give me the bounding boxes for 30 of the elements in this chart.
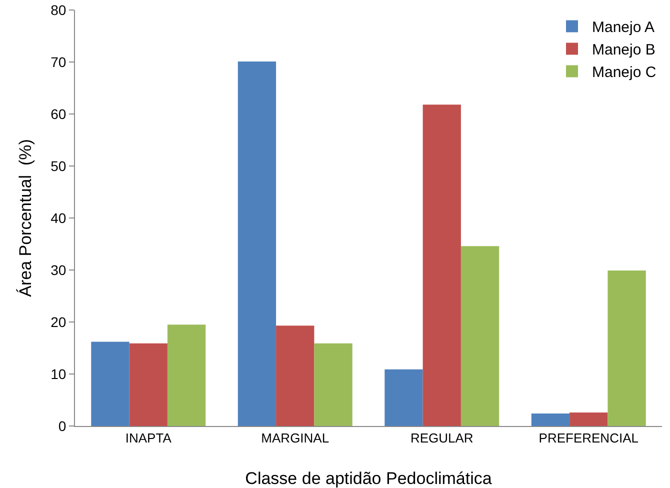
y-tick-label: 50 (50, 158, 66, 174)
y-tick-label: 40 (50, 210, 66, 226)
bar (129, 343, 168, 426)
y-tick-label: 70 (50, 54, 66, 70)
bar (276, 326, 314, 426)
y-tick-label: 20 (50, 314, 66, 330)
bar (570, 412, 608, 426)
y-tick-label: 60 (50, 106, 66, 122)
bar (384, 369, 423, 426)
x-tick-label: REGULAR (410, 430, 474, 446)
legend-label: Manejo A (592, 19, 655, 36)
y-axis-title: Área Porcentual (%) (16, 139, 35, 297)
y-tick-label: 30 (50, 262, 66, 278)
bar (460, 246, 500, 426)
y-tick-label: 0 (58, 418, 66, 434)
x-tick-label: MARGINAL (261, 430, 330, 446)
x-axis-title: Classe de aptidão Pedoclimática (245, 469, 492, 488)
x-tick-label: PREFERENCIAL (538, 430, 638, 446)
bar (167, 324, 206, 426)
bar (238, 61, 276, 426)
legend-label: Manejo C (592, 64, 656, 82)
legend-label: Manejo B (592, 42, 656, 59)
bar (608, 270, 646, 426)
bar (91, 342, 130, 426)
bar (422, 104, 461, 426)
y-tick-label: 80 (50, 2, 66, 18)
y-tick-label: 10 (50, 366, 66, 382)
x-tick-label: INAPTA (125, 430, 172, 446)
bar (314, 343, 352, 426)
bar (531, 414, 570, 426)
